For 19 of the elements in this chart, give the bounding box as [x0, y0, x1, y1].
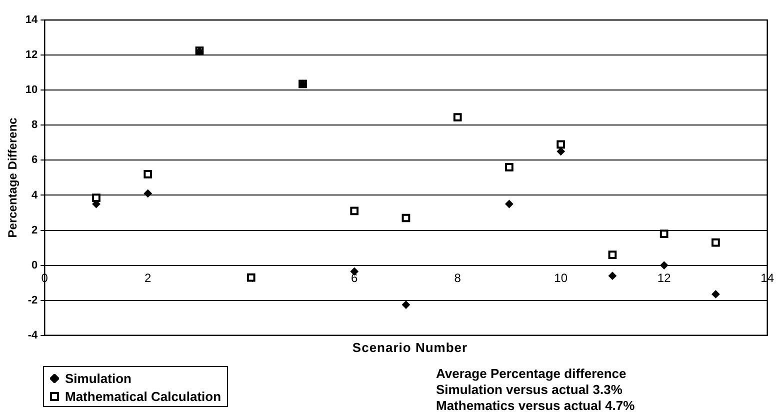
- x-tick-label: 10: [554, 270, 568, 285]
- x-tick-label: 2: [144, 270, 152, 285]
- legend-label: Mathematical Calculation: [65, 388, 222, 404]
- y-tick-label: 12: [25, 49, 38, 62]
- y-tick-label: -2: [28, 294, 38, 306]
- y-tick-label: 8: [32, 119, 38, 132]
- y-tick-label: 14: [25, 14, 39, 26]
- y-tick-label: -4: [28, 329, 39, 342]
- x-tick-label: 8: [454, 270, 462, 285]
- y-tick-label: 2: [32, 224, 38, 236]
- y-tick-label: 0: [32, 259, 38, 272]
- y-axis-title: Percentage Differenc: [6, 117, 20, 238]
- y-tick-label: 10: [25, 84, 38, 96]
- legend-label: Simulation: [65, 370, 132, 386]
- x-tick-label: 12: [657, 270, 672, 285]
- x-axis-title: Scenario Number: [351, 340, 469, 355]
- text: Average Percentage difference Simulation versus actual 3.3% Mathematics versus actual 4.7%: [436, 366, 635, 414]
- y-tick-label: 6: [32, 154, 38, 166]
- y-tick-label: 4: [32, 189, 39, 202]
